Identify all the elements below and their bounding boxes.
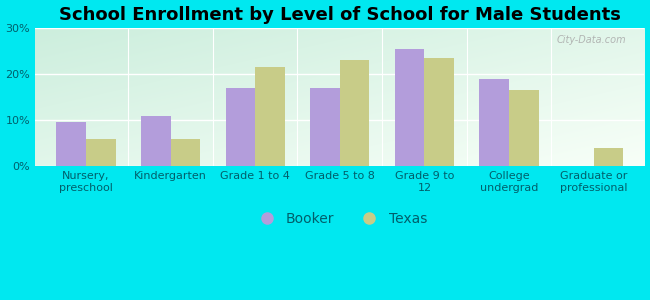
Bar: [86, 139, 116, 166]
Bar: [340, 60, 369, 166]
Bar: [226, 88, 255, 166]
Bar: [141, 116, 170, 166]
Text: City-Data.com: City-Data.com: [556, 35, 626, 45]
Bar: [310, 88, 340, 166]
Bar: [57, 122, 86, 166]
Legend: Booker, Texas: Booker, Texas: [247, 206, 432, 231]
Bar: [395, 49, 424, 166]
Bar: [255, 67, 285, 166]
Bar: [170, 139, 200, 166]
Bar: [424, 58, 454, 166]
Bar: [509, 90, 539, 166]
Bar: [593, 148, 623, 166]
Bar: [480, 79, 509, 166]
Title: School Enrollment by Level of School for Male Students: School Enrollment by Level of School for…: [59, 6, 621, 24]
